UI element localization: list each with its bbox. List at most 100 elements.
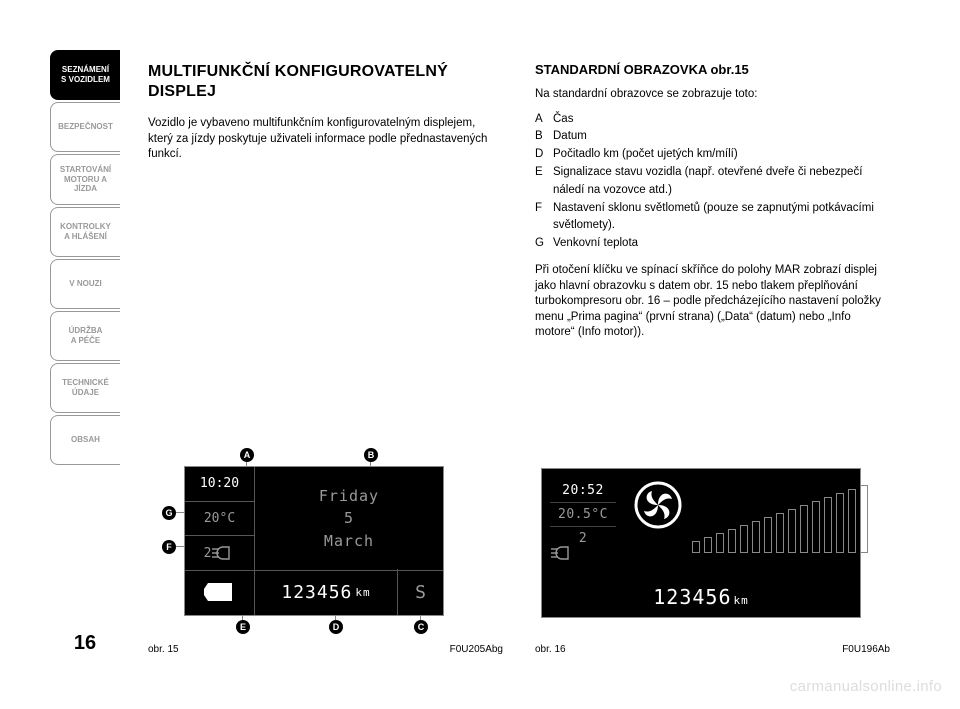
tab-label: OBSAH [71,435,100,445]
boost-bar [860,485,868,553]
display-date: Friday 5 March [255,467,443,570]
callout-line [176,546,184,547]
tab-label: V NOUZI [69,279,101,289]
headlight-icon [550,546,616,560]
callout-g: G [162,506,176,520]
boost-bar [752,521,760,553]
figure-16: 20:52 20.5°C 2 [535,468,890,659]
boost-bars [692,483,868,553]
callout-f: F [162,540,176,554]
display-temp: 20°C [185,502,254,537]
display-headlight-cell: 2 [550,527,616,564]
screen-subtitle: STANDARDNÍ OBRAZOVKA obr.15 [535,62,890,77]
tab-label: SEZNÁMENÍ S VOZIDLEM [61,65,110,84]
boost-bar [824,497,832,553]
tab-label: STARTOVÁNÍ MOTORU A JÍZDA [55,165,116,194]
content-area: MULTIFUNKČNÍ KONFIGUROVATELNÝ DISPLEJ Vo… [120,50,910,659]
boost-bar [848,489,856,553]
manual-page: SEZNÁMENÍ S VOZIDLEM BEZPEČNOST STARTOVÁ… [50,50,910,659]
legend-key: F [535,200,553,236]
callout-c: C [414,620,428,634]
tab-label: BEZPEČNOST [58,122,113,132]
callout-line [176,512,184,513]
legend-val: Datum [553,128,890,146]
tab-label: ÚDRŽBA A PÉČE [69,326,103,345]
section-tabs: SEZNÁMENÍ S VOZIDLEM BEZPEČNOST STARTOVÁ… [50,50,120,659]
boost-bar [776,513,784,553]
odometer-unit: km [734,594,749,607]
boost-bar [812,501,820,553]
display-day: 5 [344,507,354,530]
display-odometer: 123456km [255,569,397,615]
tab-bezpecnost: BEZPEČNOST [50,102,120,152]
tab-vnouzi: V NOUZI [50,259,120,309]
odometer-value: 123456 [281,582,352,603]
legend-val: Signalizace stavu vozidla (např. otevřen… [553,164,890,200]
intro-paragraph: Vozidlo je vybaveno multifunkčním konfig… [148,116,503,163]
tab-startovani: STARTOVÁNÍ MOTORU A JÍZDA [50,154,120,205]
headlight-level: 2 [204,546,212,561]
callout-b: B [364,448,378,462]
tab-label: KONTROLKY A HLÁŠENÍ [60,222,111,241]
tab-technicke: TECHNICKÉ ÚDAJE [50,363,120,413]
boost-bar [692,541,700,553]
legend-key: E [535,164,553,200]
section-title: MULTIFUNKČNÍ KONFIGUROVATELNÝ DISPLEJ [148,62,503,102]
boost-bar [764,517,772,553]
door-open-icon [204,579,236,605]
tab-kontrolky: KONTROLKY A HLÁŠENÍ [50,207,120,257]
legend-key: B [535,128,553,146]
legend-list: AČas BDatum DPočitadlo km (počet ujetých… [535,111,890,254]
boost-bar [740,525,748,553]
legend-val: Počitadlo km (počet ujetých km/mílí) [553,146,890,164]
legend-item: BDatum [535,128,890,146]
callout-a: A [240,448,254,462]
boost-bar [716,533,724,553]
legend-item: ESignalizace stavu vozidla (např. otevře… [535,164,890,200]
figure-code: F0U196Ab [842,644,890,655]
tab-label: TECHNICKÉ ÚDAJE [62,378,109,397]
legend-key: A [535,111,553,129]
display-time: 20:52 [550,479,616,503]
tab-udrzba: ÚDRŽBA A PÉČE [50,311,120,361]
boost-bar [800,505,808,553]
figure-15: A B G F E D C [148,448,503,659]
legend-val: Venkovní teplota [553,235,890,253]
boost-bar [836,493,844,553]
page-number: 16 [50,624,120,659]
figure-code: F0U205Abg [450,644,503,655]
legend-val: Nastavení sklonu světlometů (pouze se za… [553,200,890,236]
legend-item: GVenkovní teplota [535,235,890,253]
figure-caption: obr. 16 [535,644,566,655]
boost-bar [728,529,736,553]
legend-item: FNastavení sklonu světlometů (pouze se z… [535,200,890,236]
display-status-letter: S [397,569,443,615]
turbo-icon [632,479,684,535]
odometer-value: 123456 [653,585,731,609]
legend-val: Čas [553,111,890,129]
headlight-icon [211,546,235,560]
figure-caption: obr. 15 [148,644,179,655]
legend-item: DPočitadlo km (počet ujetých km/mílí) [535,146,890,164]
display-panel: 10:20 20°C 2 Friday [184,466,444,616]
display-headlight-cell: 2 [185,536,254,570]
headlight-level: 2 [579,531,587,546]
callout-e: E [236,620,250,634]
tab-seznameni: SEZNÁMENÍ S VOZIDLEM [50,50,120,100]
display-panel-turbo: 20:52 20.5°C 2 [541,468,861,618]
display-weekday: Friday [319,485,379,508]
screen-intro: Na standardní obrazovce se zobrazuje tot… [535,87,890,103]
odometer-unit: km [355,586,370,599]
display-temp: 20.5°C [550,503,616,527]
left-column: MULTIFUNKČNÍ KONFIGUROVATELNÝ DISPLEJ Vo… [148,62,503,659]
display-month: March [324,530,374,553]
legend-key: D [535,146,553,164]
screen-explain: Při otočení klíčku ve spínací skříňce do… [535,263,890,341]
display-door-cell [185,569,255,615]
tab-obsah: OBSAH [50,415,120,465]
boost-bar [704,537,712,553]
callout-d: D [329,620,343,634]
watermark: carmanualsonline.info [790,678,942,695]
right-column: STANDARDNÍ OBRAZOVKA obr.15 Na standardn… [535,62,890,659]
display-time: 10:20 [185,467,254,502]
